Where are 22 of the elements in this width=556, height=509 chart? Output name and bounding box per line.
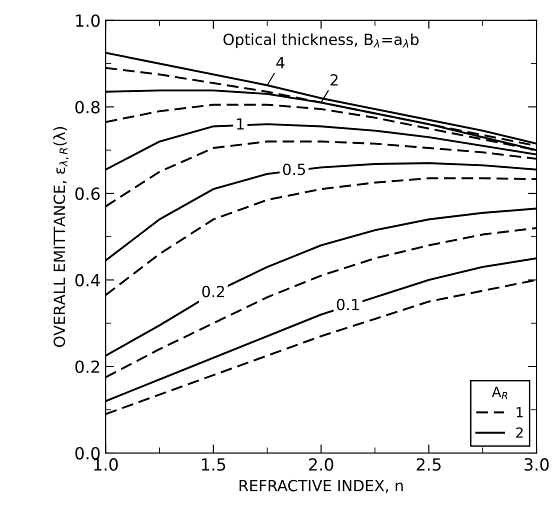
legend-label: 2	[516, 427, 523, 438]
x-tick-label: 1.0	[94, 458, 118, 471]
annotation: 4	[276, 57, 284, 68]
x-tick-label: 3.0	[524, 458, 549, 471]
x-tick-label: 1.5	[202, 458, 226, 471]
annotation: 2	[330, 74, 338, 86]
x-tick-label: 2.0	[309, 458, 334, 471]
annotation: 0.1	[336, 298, 359, 310]
x-axis-title: REFRACTIVE INDEX, n	[240, 480, 403, 493]
annotation: Optical thickness, B$_{λ}$=a$_{λ}$b	[223, 33, 419, 48]
annotation: 0.5	[283, 164, 305, 176]
x-tick-label: 2.5	[416, 458, 441, 471]
y-tick-label: 0.0	[75, 446, 100, 460]
y-tick-label: 0.2	[75, 360, 100, 374]
y-tick-label: 1.0	[76, 14, 100, 27]
annotation: 1	[237, 118, 244, 130]
legend-label: 1	[516, 407, 523, 418]
y-tick-label: 0.8	[75, 100, 100, 114]
y-tick-label: 0.6	[75, 187, 100, 200]
legend-title: A$_{R}$	[492, 386, 508, 400]
y-tick-label: 0.4	[75, 274, 100, 287]
y-axis-title: OVERALL EMITTANCE, ε$_{λ,R}$(λ)	[53, 127, 69, 347]
